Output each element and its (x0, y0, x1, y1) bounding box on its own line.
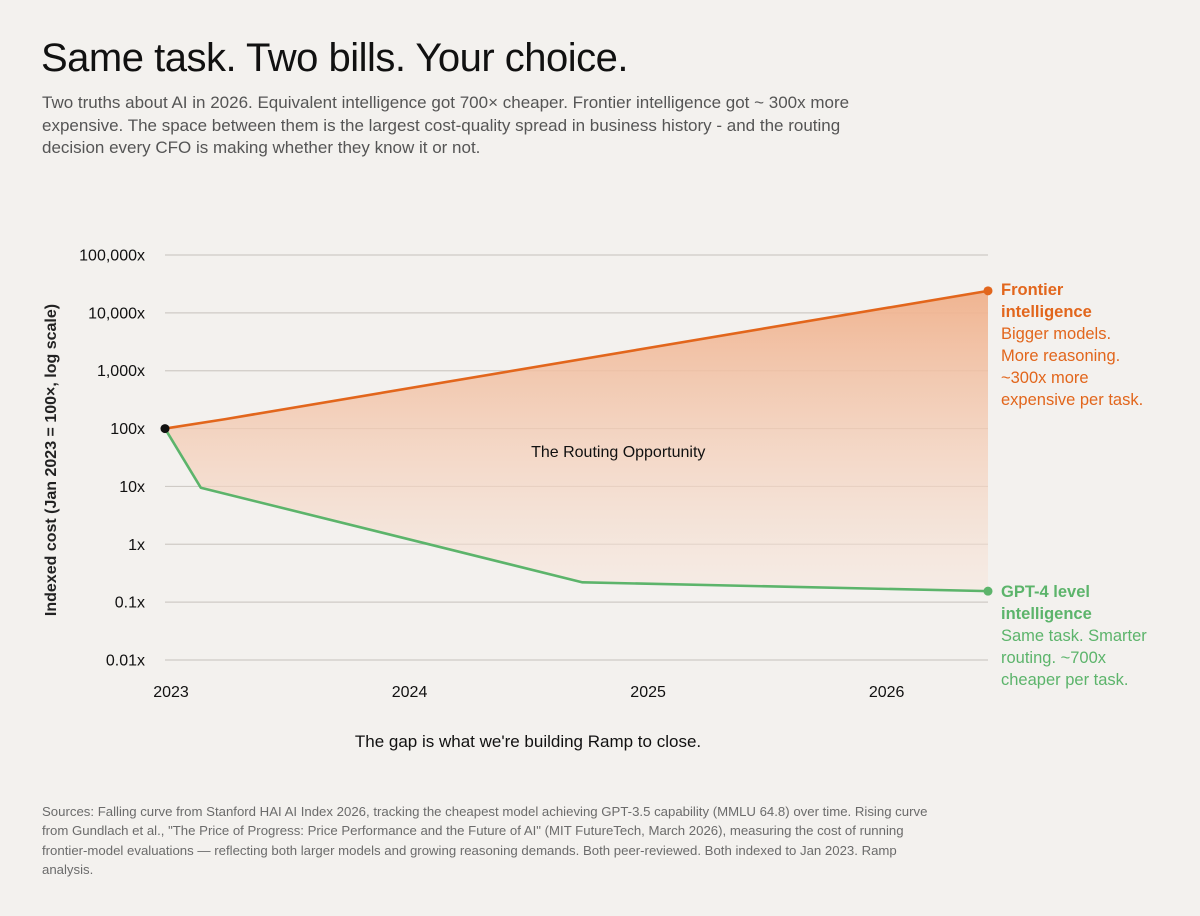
y-tick-label: 0.01x (106, 653, 145, 670)
routing-opportunity-label: The Routing Opportunity (531, 444, 705, 461)
y-tick-label: 100x (110, 421, 145, 438)
y-axis-title: Indexed cost (Jan 2023 = 100×, log scale… (43, 304, 60, 616)
sources-note: Sources: Falling curve from Stanford HAI… (42, 804, 928, 877)
y-tick-label: 10x (119, 479, 145, 496)
series-label-title: Frontier (1001, 281, 1064, 299)
series-lines (160, 286, 993, 596)
page-title: Same task. Two bills. Your choice. (41, 36, 629, 80)
series-label-body: More reasoning. (1001, 347, 1120, 365)
chart-caption: The gap is what we're building Ramp to c… (355, 732, 701, 751)
x-tick-label: 2024 (392, 684, 428, 701)
series-label-title: intelligence (1001, 303, 1092, 321)
series-label-body: Same task. Smarter (1001, 627, 1147, 645)
series-label-body: routing. ~700x (1001, 649, 1107, 667)
page-subtitle: Two truths about AI in 2026. Equivalent … (42, 93, 850, 157)
gpt4-label: GPT-4 level intelligence Same task. Smarte… (1001, 583, 1147, 689)
frontier-line (164, 289, 989, 430)
series-labels: Frontier intelligence Bigger models. More r… (1001, 281, 1147, 689)
gpt4-line (163, 427, 989, 593)
x-tick-label: 2025 (630, 684, 666, 701)
y-tick-label: 10,000x (88, 305, 145, 322)
series-label-body: expensive per task. (1001, 391, 1143, 409)
frontier-label: Frontier intelligence Bigger models. More r… (1001, 281, 1143, 409)
x-tick-label: 2023 (153, 684, 189, 701)
x-tick-label: 2026 (869, 684, 905, 701)
routing-opportunity-area (165, 290, 988, 592)
y-tick-label: 100,000x (79, 248, 145, 265)
series-label-title: intelligence (1001, 605, 1092, 623)
series-label-title: GPT-4 level (1001, 583, 1090, 601)
y-tick-label: 1x (128, 537, 145, 554)
origin-point (160, 424, 170, 434)
y-tick-label: 1,000x (97, 363, 145, 380)
y-tick-label: 0.1x (115, 595, 145, 612)
series-label-body: cheaper per task. (1001, 671, 1129, 689)
series-label-body: ~300x more (1001, 369, 1089, 387)
series-label-body: Bigger models. (1001, 325, 1111, 343)
gpt4-endpoint (983, 586, 993, 596)
frontier-endpoint (983, 286, 993, 296)
axis-ticks: 100,000x 10,000x 1,000x 100x 10x 1x 0.1x 0.01x 2… (79, 248, 904, 702)
